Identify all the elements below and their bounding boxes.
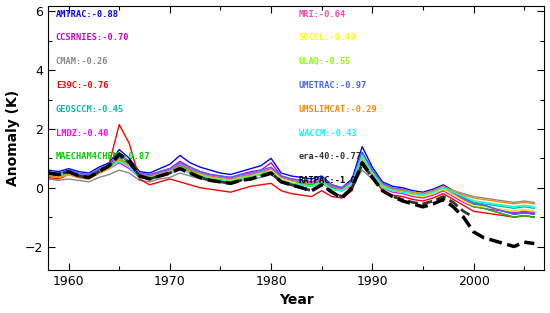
Text: UMETRAC:-0.97: UMETRAC:-0.97 <box>299 81 367 90</box>
Text: MAECHAM4CHEM:-0.87: MAECHAM4CHEM:-0.87 <box>56 152 150 161</box>
Text: MRI:-0.64: MRI:-0.64 <box>299 9 346 18</box>
Text: GEOSCCM:-0.45: GEOSCCM:-0.45 <box>56 105 124 114</box>
Text: SOCOL:-0.49: SOCOL:-0.49 <box>299 33 356 42</box>
Y-axis label: Anomaly (K): Anomaly (K) <box>6 90 20 186</box>
Text: UMSLIMCAT:-0.29: UMSLIMCAT:-0.29 <box>299 105 378 114</box>
Text: era-40:-0.77: era-40:-0.77 <box>299 152 362 161</box>
Text: CMAM:-0.26: CMAM:-0.26 <box>56 57 108 66</box>
Text: WACCM:-0.43: WACCM:-0.43 <box>299 129 356 137</box>
X-axis label: Year: Year <box>279 294 314 307</box>
Text: RATPAC:-1.0: RATPAC:-1.0 <box>299 176 356 185</box>
Text: CCSRNIES:-0.70: CCSRNIES:-0.70 <box>56 33 129 42</box>
Text: LMDZ:-0.40: LMDZ:-0.40 <box>56 129 108 137</box>
Text: E39C:-0.76: E39C:-0.76 <box>56 81 108 90</box>
Text: AMTRAC:-0.88: AMTRAC:-0.88 <box>56 9 119 18</box>
Text: ULAQ:-0.55: ULAQ:-0.55 <box>299 57 351 66</box>
